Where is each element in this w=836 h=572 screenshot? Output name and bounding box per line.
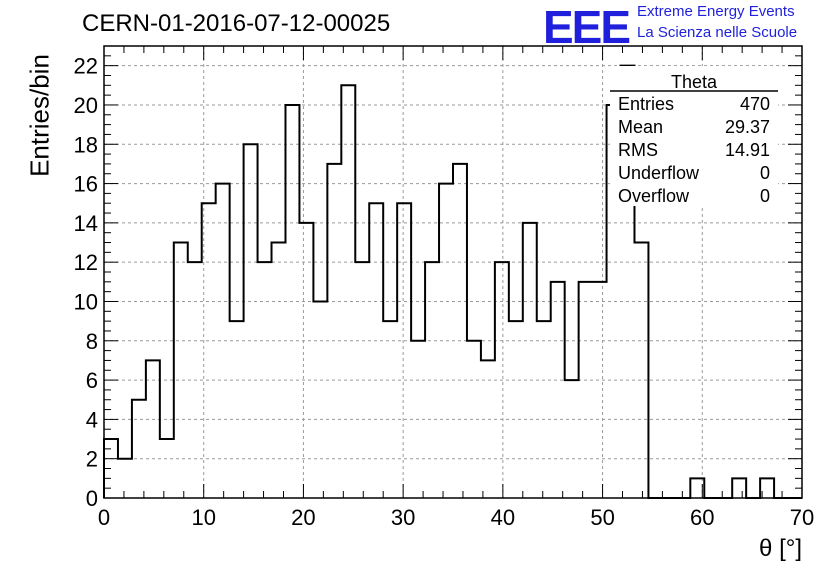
y-axis-label: Entries/bin	[25, 36, 56, 196]
histogram-bin	[537, 321, 551, 498]
x-tick-label: 60	[690, 505, 714, 530]
x-tick-label: 70	[790, 505, 814, 530]
histogram-bin	[732, 478, 746, 498]
stats-title: Theta	[671, 72, 718, 92]
y-tick-label: 12	[74, 250, 98, 275]
y-axis-label-text: Entries/bin	[24, 54, 55, 177]
histogram-bin	[383, 321, 397, 498]
histogram-bin	[327, 164, 341, 498]
x-tick-label: 50	[590, 505, 614, 530]
y-tick-label: 4	[86, 407, 98, 432]
y-tick-label: 16	[74, 172, 98, 197]
histogram-bin	[299, 223, 313, 498]
histogram-bin	[230, 321, 244, 498]
histogram-bin	[132, 400, 146, 498]
histogram-bin	[272, 243, 286, 498]
histogram-bin	[244, 144, 258, 498]
stats-row-value: 29.37	[725, 117, 770, 137]
histogram-bin	[397, 203, 411, 498]
x-tick-label: 20	[291, 505, 315, 530]
y-tick-label: 18	[74, 132, 98, 157]
y-tick-label: 6	[86, 368, 98, 393]
x-tick-label: 40	[491, 505, 515, 530]
histogram-bin	[551, 282, 565, 498]
histogram-bin	[634, 243, 648, 498]
stats-row-value: 0	[760, 163, 770, 183]
y-tick-label: 8	[86, 329, 98, 354]
x-axis-label: θ [°]	[759, 535, 802, 562]
stats-row-label: Underflow	[618, 163, 700, 183]
stats-row-value: 14.91	[725, 140, 770, 160]
histogram-bin	[523, 223, 537, 498]
histogram-bin	[593, 282, 607, 498]
histogram-bin	[258, 262, 272, 498]
histogram-bin	[453, 164, 467, 498]
x-tick-label: 0	[98, 505, 110, 530]
histogram-bin	[146, 360, 160, 498]
histogram-bin	[202, 203, 216, 498]
x-tick-label: 10	[191, 505, 215, 530]
histogram-bin	[216, 184, 230, 498]
stats-box-bg	[610, 66, 778, 206]
logo-line-1: Extreme Energy Events	[637, 3, 795, 20]
histogram-bin	[174, 243, 188, 498]
y-tick-label: 14	[74, 211, 98, 236]
y-tick-label: 22	[74, 54, 98, 79]
stats-row-label: Entries	[618, 94, 674, 114]
histogram-bin	[509, 321, 523, 498]
plot-frame	[103, 45, 803, 499]
histogram-bin	[481, 360, 495, 498]
y-tick-label: 0	[86, 486, 98, 511]
histogram-bin	[579, 282, 593, 498]
stats-row-label: RMS	[618, 140, 658, 160]
stats-row-label: Mean	[618, 117, 663, 137]
stats-row-value: 0	[760, 186, 770, 206]
x-tick-label: 30	[391, 505, 415, 530]
y-tick-label: 2	[86, 447, 98, 472]
chart-title: CERN-01-2016-07-12-00025	[82, 10, 391, 37]
stats-row-value: 470	[740, 94, 770, 114]
histogram-bin	[565, 380, 579, 498]
histogram-bin	[369, 203, 383, 498]
histogram-bin	[313, 301, 327, 498]
stats-row-label: Overflow	[618, 186, 690, 206]
logo-line-2: La Scienza nelle Scuole	[637, 24, 798, 41]
histogram-bin	[341, 85, 355, 498]
y-tick-label: 10	[74, 289, 98, 314]
eee-logo: EEE	[543, 1, 631, 53]
histogram-bin	[118, 459, 132, 498]
y-tick-label: 20	[74, 93, 98, 118]
histogram-bin	[160, 439, 174, 498]
